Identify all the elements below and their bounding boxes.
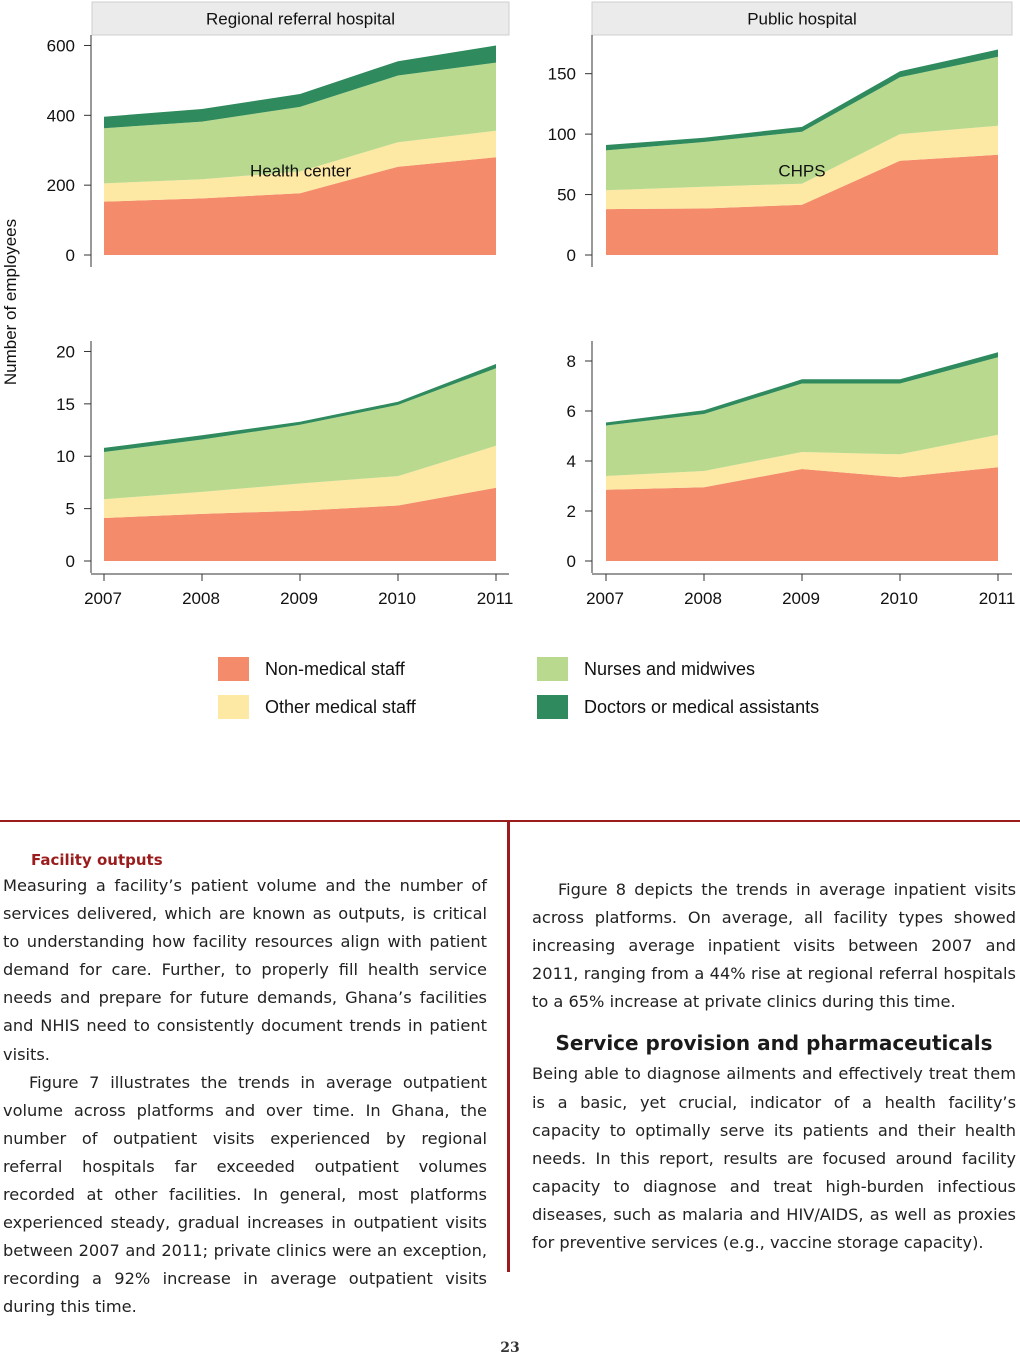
- legend-swatch: [537, 695, 568, 719]
- column-divider: [507, 822, 510, 1272]
- legend-item-other-medical: Other medical staff: [218, 695, 416, 719]
- x-tick-label: 2010: [378, 589, 416, 608]
- area-other-medical-staff: [606, 434, 998, 490]
- area-other-medical-staff: [606, 125, 998, 210]
- y-tick-label: 200: [47, 176, 75, 195]
- panel-title: Health center: [250, 162, 351, 181]
- y-tick-label: 400: [47, 106, 75, 125]
- left-paragraph-1: Measuring a facility’s patient volume an…: [3, 876, 487, 1064]
- legend-item-doctors: Doctors or medical assistants: [537, 695, 819, 719]
- x-tick-label: 2008: [684, 589, 722, 608]
- x-tick-label: 2009: [280, 589, 318, 608]
- area-non-medical-staff: [606, 154, 998, 255]
- chart-panel-4: CHPS 0 2 4 6 8 2007 2008 2009 2010 2011: [567, 162, 1016, 609]
- area-non-medical-staff: [606, 467, 998, 561]
- legend-item-non-medical: Non-medical staff: [218, 657, 405, 681]
- legend-swatch: [218, 695, 249, 719]
- stacked-area-chart-grid: Number of employees Regional referral hos…: [1, 1, 1016, 609]
- left-column: Facility outputs Measuring a facility’s …: [3, 848, 487, 1322]
- panel-title: Regional referral hospital: [206, 10, 395, 29]
- x-tick-label: 2010: [880, 589, 918, 608]
- right-column: Figure 8 depicts the trends in average i…: [532, 876, 1016, 1257]
- area-nurses-and-midwives: [606, 357, 998, 476]
- legend-label: Doctors or medical assistants: [584, 696, 820, 717]
- legend-label: Non-medical staff: [265, 658, 405, 679]
- legend-label: Nurses and midwives: [584, 658, 756, 679]
- legend-swatch: [537, 657, 568, 681]
- area-nurses-and-midwives: [104, 368, 496, 500]
- y-tick-label: 50: [557, 186, 576, 205]
- area-non-medical-staff: [104, 157, 496, 255]
- service-provision-heading: Service provision and pharmaceuticals: [555, 1031, 993, 1056]
- y-tick-label: 0: [567, 552, 576, 571]
- area-doctors-or-medical-assistants: [606, 352, 998, 426]
- right-paragraph-2: Being able to diagnose ailments and effe…: [532, 1064, 1016, 1253]
- chart-legend: Non-medical staff Nurses and midwives Ot…: [0, 640, 1020, 740]
- area-nurses-and-midwives: [104, 62, 496, 184]
- area-other-medical-staff: [104, 130, 496, 202]
- facility-outputs-heading: Facility outputs: [31, 851, 163, 869]
- area-doctors-or-medical-assistants: [104, 364, 496, 452]
- x-tick-label: 2011: [477, 589, 514, 608]
- area-nurses-and-midwives: [606, 56, 998, 191]
- right-paragraph-1: Figure 8 depicts the trends in average i…: [532, 880, 1016, 1012]
- y-tick-label: 0: [66, 246, 75, 265]
- x-tick-label: 2011: [979, 589, 1016, 608]
- area-doctors-or-medical-assistants: [606, 49, 998, 151]
- y-tick-label: 0: [66, 552, 75, 571]
- y-tick-label: 600: [47, 36, 75, 55]
- y-tick-label: 5: [66, 500, 75, 519]
- y-axis-title: Number of employees: [1, 219, 20, 385]
- panel-header: [91, 1, 510, 36]
- x-tick-label: 2009: [782, 589, 820, 608]
- y-tick-label: 6: [567, 402, 576, 421]
- chart-panel-2: Public hospital 0 50 100 150: [548, 1, 1013, 267]
- legend-label: Other medical staff: [265, 696, 416, 717]
- y-tick-label: 100: [548, 125, 576, 144]
- left-paragraph-2: Figure 7 illustrates the trends in avera…: [3, 1072, 487, 1317]
- panel-header: [591, 1, 1013, 36]
- x-tick-label: 2007: [84, 589, 122, 608]
- chart-panel-1: Regional referral hospital 0 200 400 600: [47, 1, 510, 267]
- page-number: 23: [500, 1340, 520, 1356]
- y-tick-label: 4: [567, 452, 576, 471]
- y-tick-label: 2: [567, 502, 576, 521]
- y-tick-label: 15: [56, 395, 75, 414]
- panel-title: CHPS: [778, 162, 825, 181]
- area-doctors-or-medical-assistants: [104, 45, 496, 129]
- x-tick-label: 2008: [182, 589, 220, 608]
- area-other-medical-staff: [104, 445, 496, 518]
- y-tick-label: 0: [567, 246, 576, 265]
- y-tick-label: 10: [56, 447, 75, 466]
- legend-swatch: [218, 657, 249, 681]
- panel-title: Public hospital: [747, 10, 857, 29]
- legend-item-nurses: Nurses and midwives: [537, 657, 755, 681]
- section-divider: [0, 820, 1020, 822]
- y-tick-label: 20: [56, 342, 75, 361]
- x-tick-label: 2007: [586, 589, 624, 608]
- chart-panel-3: Health center 0 5 10 15 20 2007 2008 2009 2010 201…: [56, 162, 513, 609]
- y-tick-label: 8: [567, 352, 576, 371]
- y-tick-label: 150: [548, 65, 576, 84]
- area-non-medical-staff: [104, 487, 496, 561]
